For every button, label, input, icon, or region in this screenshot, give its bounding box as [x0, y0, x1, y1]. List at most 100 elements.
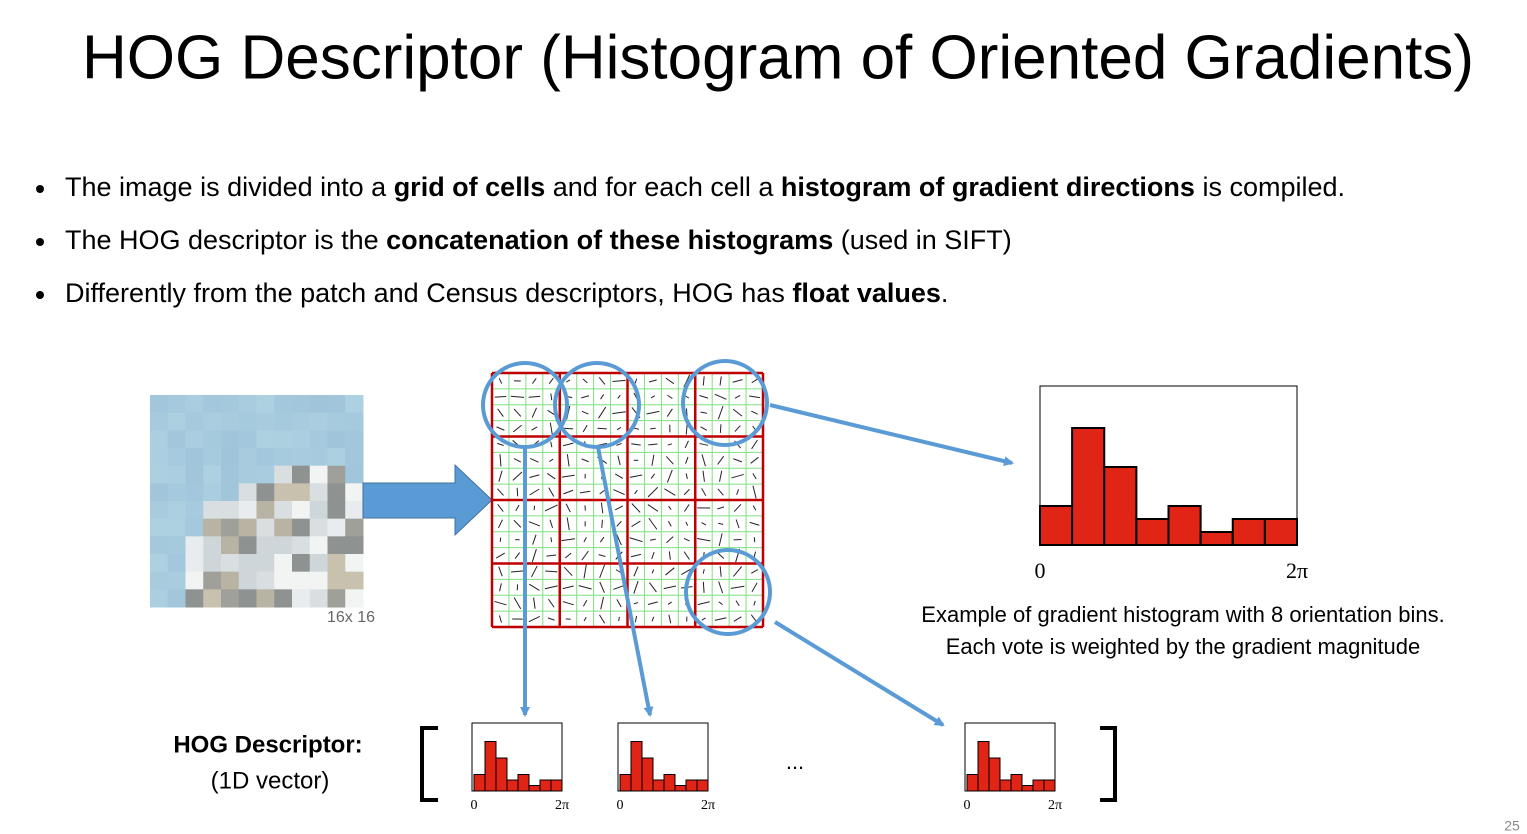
gradient-arrow [601, 519, 603, 528]
pixel [238, 554, 257, 573]
gradient-arrow [733, 458, 743, 463]
caption: Example of gradient histogram with 8 ori… [921, 602, 1444, 627]
gradient-arrow [547, 617, 555, 621]
gradient-arrow [496, 426, 505, 431]
gradient-arrow [514, 552, 521, 559]
gradient-arrow [668, 614, 672, 624]
text: (used in SIFT) [833, 225, 1012, 255]
pixel [256, 465, 275, 484]
gradient-arrow [685, 473, 688, 479]
gradient-arrow [648, 379, 657, 383]
gradient-arrow [546, 473, 556, 480]
gradient-arrow [561, 474, 575, 478]
pixel [203, 395, 222, 414]
block-arrow [362, 463, 493, 537]
pixel [167, 554, 186, 573]
pixel [274, 412, 293, 431]
pixel [345, 483, 364, 502]
pixel [256, 430, 275, 449]
pixel [256, 412, 275, 431]
gradient-arrow [515, 504, 520, 512]
gradient-arrow [513, 458, 522, 463]
gradient-arrow [719, 376, 722, 386]
pixel [238, 501, 257, 520]
gradient-arrow [650, 473, 656, 479]
pixel [345, 589, 364, 608]
gradient-arrow [629, 537, 643, 543]
histogram-bar [484, 741, 497, 792]
gradient-arrow [650, 395, 656, 399]
pixel [345, 430, 364, 449]
gradient-arrow [599, 581, 605, 593]
gradient-arrow [566, 379, 571, 383]
pixel [238, 430, 257, 449]
gradient-arrow [667, 443, 673, 446]
bold-text: grid of cells [394, 172, 546, 202]
gradient-arrow [647, 486, 659, 498]
gradient-arrow [498, 519, 503, 529]
gradient-arrow [531, 565, 538, 578]
pixel [327, 501, 346, 520]
descriptor-label: HOG Descriptor: [173, 731, 362, 758]
gradient-arrow [664, 488, 676, 496]
gradient-arrow [697, 538, 711, 542]
gradient-arrow [548, 598, 555, 608]
histogram-bar [999, 779, 1012, 792]
pixel [292, 448, 311, 467]
pixel [203, 448, 222, 467]
pixel [274, 448, 293, 467]
gradient-arrow [751, 582, 758, 593]
pixel [309, 571, 328, 590]
gradient-arrow [750, 569, 759, 574]
gradient-arrow [532, 534, 537, 545]
gradient-arrow [599, 489, 605, 495]
pixel [203, 412, 222, 431]
pixel [150, 501, 169, 520]
pixel [292, 589, 311, 608]
gradient-arrow [753, 600, 756, 606]
gradient-arrow [668, 505, 672, 510]
gradient-arrow [717, 552, 725, 559]
pixel [221, 395, 240, 414]
gradient-arrow [717, 506, 725, 510]
pixel [238, 536, 257, 555]
gradient-arrow [597, 427, 607, 430]
gradient-arrow [498, 566, 503, 577]
gradient-arrow [717, 405, 724, 420]
histogram-bar [696, 779, 709, 792]
pixel [185, 430, 204, 449]
pixel-image [150, 395, 364, 608]
pixel [167, 430, 186, 449]
pixel [292, 430, 311, 449]
pixel [256, 536, 275, 555]
histogram-bar [1231, 518, 1266, 546]
pixel [203, 430, 222, 449]
gradient-arrow [633, 566, 639, 577]
pixel [309, 554, 328, 573]
circle [684, 548, 772, 636]
gradient-arrow [730, 585, 745, 589]
pixel [327, 536, 346, 555]
gradient-arrow [581, 458, 589, 463]
gradient-arrow [750, 456, 759, 464]
pixel [238, 395, 257, 414]
gradient-arrow [648, 582, 657, 593]
gradient-arrow [734, 394, 741, 399]
gradient-arrow [700, 411, 707, 414]
pixel [238, 483, 257, 502]
pixel [292, 412, 311, 431]
gradient-arrow [630, 553, 642, 558]
gradient-arrow [578, 585, 592, 590]
gradient-arrow [550, 393, 553, 401]
pixel [309, 589, 328, 608]
gradient-arrow [631, 443, 641, 446]
gradient-arrow [616, 599, 622, 608]
axis-label: 2π [1286, 558, 1308, 583]
gradient-arrow [529, 458, 539, 463]
pixel [345, 465, 364, 484]
gradient-arrow [665, 567, 675, 576]
pixel [327, 483, 346, 502]
gradient-arrow [647, 601, 658, 605]
pixel [345, 448, 364, 467]
pixel [274, 501, 293, 520]
